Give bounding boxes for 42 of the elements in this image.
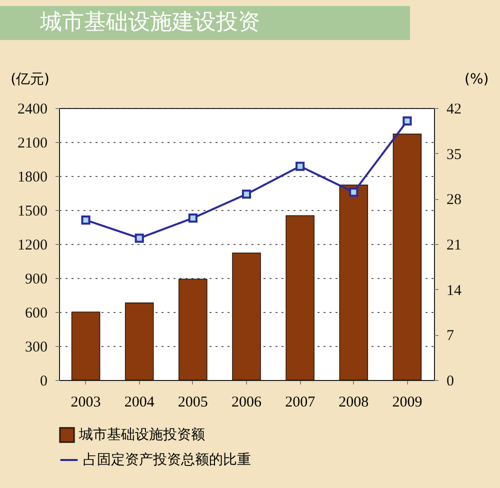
point bbox=[296, 162, 305, 171]
x-tick-label: 2007 bbox=[285, 394, 316, 410]
bar bbox=[71, 312, 100, 380]
point bbox=[402, 116, 412, 126]
bar bbox=[124, 302, 154, 380]
point bbox=[134, 234, 144, 243]
bar bbox=[392, 134, 422, 380]
x-tick-label: 2006 bbox=[232, 394, 262, 410]
point bbox=[242, 190, 252, 199]
y-axis-title: (亿元) bbox=[10, 72, 50, 88]
x-tick-label: 2008 bbox=[338, 394, 369, 410]
x-tick-label: 2009 bbox=[392, 394, 422, 410]
y2-tick-label: 14 bbox=[446, 282, 462, 299]
y-tick-label: 0 bbox=[40, 374, 48, 390]
x-tick-label: 2003 bbox=[70, 394, 101, 410]
y-tick-label: 2400 bbox=[18, 102, 48, 118]
y2-tick-label: 0 bbox=[446, 374, 454, 390]
point bbox=[81, 216, 90, 225]
point bbox=[349, 188, 358, 197]
legend-label: 城市基础设施投资额 bbox=[78, 427, 205, 443]
point bbox=[188, 214, 198, 223]
bar bbox=[178, 278, 208, 380]
y-tick-label: 2100 bbox=[18, 136, 48, 152]
x-tick-label: 2005 bbox=[178, 394, 208, 410]
y2-tick-label: 28 bbox=[446, 192, 462, 208]
y-tick-label: 600 bbox=[25, 306, 48, 322]
y-tick-label: 1800 bbox=[18, 170, 48, 186]
bar bbox=[286, 215, 314, 380]
y-tick-label: 1500 bbox=[18, 204, 48, 220]
y-tick-label: 1200 bbox=[18, 238, 48, 254]
legend-label: 占固定资产投资总额的比重 bbox=[83, 452, 251, 468]
y2-tick-label: 35 bbox=[446, 146, 462, 163]
x-tick-label: 2004 bbox=[124, 394, 155, 410]
y-tick-label: 900 bbox=[25, 272, 48, 288]
y2-axis-title: (%) bbox=[464, 72, 489, 88]
y-tick-label: 300 bbox=[25, 340, 48, 356]
y2-tick-label: 21 bbox=[446, 238, 462, 254]
chart-title: 城市基础设施建设投资 bbox=[0, 6, 410, 40]
bar bbox=[232, 252, 261, 380]
y2-tick-label: 42 bbox=[446, 102, 462, 118]
bar bbox=[339, 184, 368, 380]
y2-tick-label: 7 bbox=[446, 328, 454, 344]
